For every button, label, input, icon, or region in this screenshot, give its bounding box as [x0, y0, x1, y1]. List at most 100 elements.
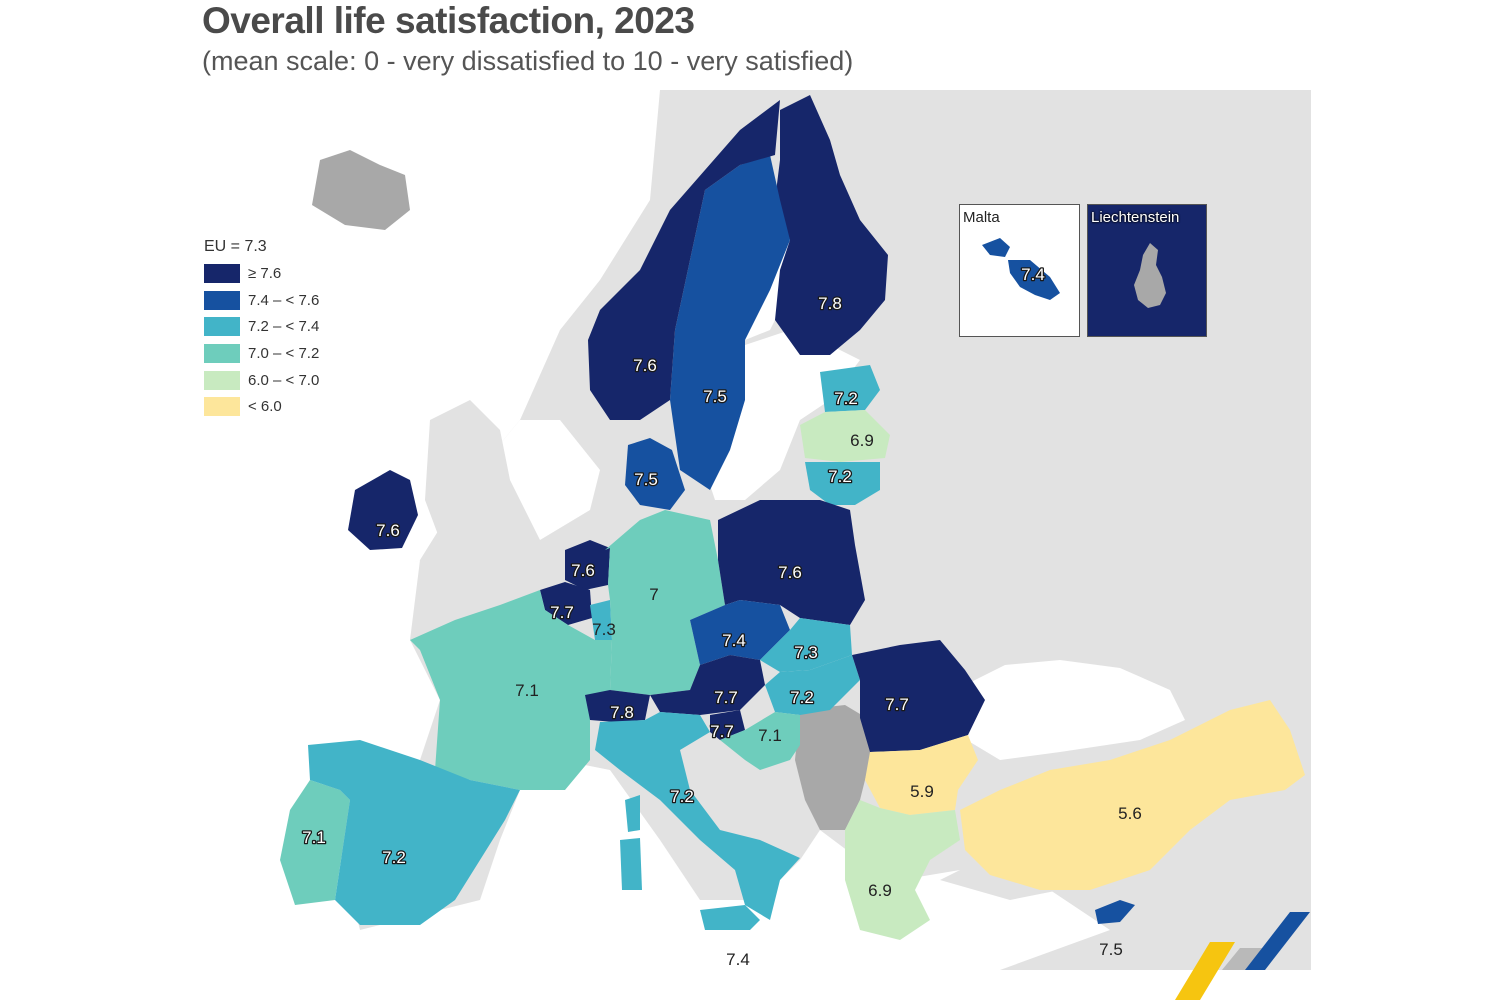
country-croatia — [720, 712, 800, 770]
value-label-france: 7.1 — [515, 681, 539, 700]
country-slovenia — [710, 710, 745, 740]
country-luxembourg — [590, 600, 612, 640]
malta-gozo-island — [982, 238, 1010, 257]
country-cyprus — [1095, 900, 1135, 924]
value-label-hungary: 7.2 — [790, 688, 814, 707]
black-sea — [955, 660, 1185, 760]
legend-label: 7.0 – < 7.2 — [248, 344, 320, 362]
country-lithuania — [805, 462, 880, 505]
country-latvia — [800, 410, 890, 462]
country-turkiye — [960, 700, 1305, 890]
country-sicily — [700, 905, 760, 930]
legend-item: < 6.0 — [204, 393, 319, 420]
country-germany — [605, 510, 725, 695]
country-ireland — [348, 470, 418, 550]
legend: EU = 7.3 ≥ 7.6 7.4 – < 7.6 7.2 – < 7.4 7… — [204, 238, 319, 420]
value-label-finland: 7.8 — [818, 294, 842, 313]
value-label-spain: 7.2 — [382, 848, 406, 867]
value-label-slovenia: 7.7 — [710, 722, 734, 741]
value-label-greece: 6.9 — [868, 881, 892, 900]
liechtenstein-inset: Liechtenstein — [1087, 204, 1207, 337]
legend-label: 7.4 – < 7.6 — [248, 291, 320, 309]
country-portugal — [280, 780, 350, 905]
value-label-estonia: 7.2 — [834, 389, 858, 408]
malta-inset-title: Malta — [963, 209, 1000, 226]
value-label-denmark: 7.5 — [634, 470, 658, 489]
value-label-norway: 7.6 — [633, 356, 657, 375]
country-slovakia — [760, 618, 852, 672]
malta-shape: 7.4 — [982, 238, 1060, 300]
legend-swatch — [204, 317, 240, 337]
country-denmark — [625, 438, 685, 510]
value-label-latvia: 6.9 — [850, 431, 874, 450]
legend-swatch — [204, 263, 240, 283]
country-romania — [852, 640, 985, 752]
country-switzerland — [585, 690, 650, 722]
legend-swatch — [204, 343, 240, 363]
value-label-austria: 7.7 — [714, 688, 738, 707]
logo-blue-bar — [1245, 912, 1310, 970]
country-spain — [308, 740, 520, 925]
liechtenstein-territory — [1134, 243, 1166, 308]
value-label-germany: 7 — [649, 585, 658, 604]
liechtenstein-shape — [1134, 243, 1166, 308]
country-netherlands — [565, 540, 610, 590]
country-sardinia — [620, 838, 642, 890]
map-subtitle: (mean scale: 0 - very dissatisfied to 10… — [202, 46, 854, 76]
value-label-malta: 7.4 — [1021, 265, 1045, 284]
legend-label: ≥ 7.6 — [248, 264, 282, 282]
value-label-poland: 7.6 — [778, 563, 802, 582]
country-iceland — [312, 150, 410, 230]
value-label-turkiye: 5.6 — [1118, 804, 1142, 823]
country-hungary — [765, 655, 860, 715]
value-label-czechia: 7.4 — [722, 631, 746, 650]
country-corsica — [625, 795, 640, 832]
map-title: Overall life satisfaction, 2023 — [202, 0, 695, 41]
legend-title: EU = 7.3 — [204, 238, 267, 255]
country-sweden — [670, 155, 790, 490]
country-estonia — [820, 365, 880, 412]
logo-yellow-bar — [1175, 942, 1235, 1000]
legend-label: 6.0 – < 7.0 — [248, 371, 320, 389]
value-label-cyprus: 7.5 — [1099, 940, 1123, 959]
country-czechia — [690, 600, 790, 665]
value-label-lithuania: 7.2 — [828, 467, 852, 486]
liechtenstein-inset-title: Liechtenstein — [1091, 209, 1180, 226]
value-label-ireland: 7.6 — [376, 521, 400, 540]
country-norway — [588, 100, 780, 420]
value-label-sweden: 7.5 — [703, 387, 727, 406]
country-greece — [845, 800, 960, 940]
legend-item: 7.2 – < 7.4 — [204, 313, 319, 340]
legend-item: ≥ 7.6 — [204, 260, 319, 287]
legend-label: < 6.0 — [248, 398, 282, 416]
value-label-bulgaria: 5.9 — [910, 782, 934, 801]
legend-swatch — [204, 397, 240, 417]
country-serbia-balkans — [795, 705, 870, 830]
value-label-sicily: 7.4 — [726, 950, 750, 969]
country-belgium — [540, 582, 592, 625]
country-bulgaria — [865, 735, 978, 815]
country-austria — [650, 655, 765, 715]
logo-grey-bar — [1222, 948, 1262, 970]
legend-label: 7.2 – < 7.4 — [248, 318, 320, 336]
value-label-belgium: 7.7 — [550, 603, 574, 622]
legend-swatch — [204, 290, 240, 310]
legend-swatch — [204, 370, 240, 390]
value-label-luxembourg: 7.3 — [592, 620, 616, 639]
value-label-italy: 7.2 — [670, 787, 694, 806]
bay-of-biscay — [318, 560, 440, 760]
eurostat-logo — [1175, 912, 1310, 1000]
value-label-croatia: 7.1 — [758, 726, 782, 745]
value-label-slovakia: 7.3 — [794, 643, 818, 662]
country-france — [410, 590, 612, 790]
country-poland — [718, 500, 865, 625]
value-label-netherlands: 7.6 — [571, 561, 595, 580]
legend-item: 7.4 – < 7.6 — [204, 287, 319, 314]
value-label-switzerland: 7.8 — [610, 703, 634, 722]
country-united-kingdom — [420, 400, 540, 590]
value-label-romania: 7.7 — [885, 695, 909, 714]
legend-item: 6.0 – < 7.0 — [204, 367, 319, 394]
value-label-portugal: 7.1 — [302, 828, 326, 847]
malta-main-island — [1008, 260, 1060, 300]
